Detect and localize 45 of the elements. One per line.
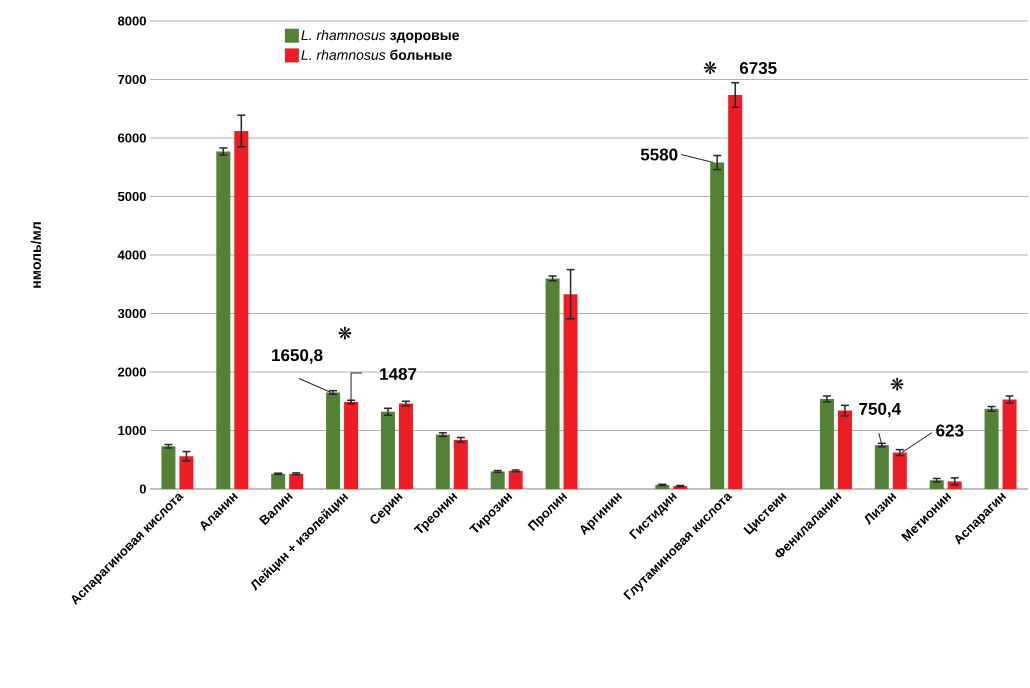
annotation: 5580 <box>640 148 678 161</box>
bar <box>819 398 834 489</box>
bar <box>984 408 999 489</box>
bar <box>161 446 176 489</box>
bar <box>874 445 889 489</box>
annotation: ❋ <box>338 326 352 340</box>
y-tick-label: 7000 <box>118 74 146 85</box>
y-tick-label: 5000 <box>117 191 146 202</box>
annotation: 6735 <box>739 61 777 75</box>
bar <box>545 278 560 489</box>
y-tick-label: 3000 <box>117 308 146 319</box>
annotation: 750,4 <box>859 402 901 418</box>
bar <box>271 473 286 489</box>
bar <box>508 470 523 489</box>
legend-label: L. rhamnosus больные <box>301 49 452 60</box>
bar <box>892 452 907 489</box>
annotation: ❋ <box>890 377 904 391</box>
y-tick-label: 0 <box>139 484 146 494</box>
bar <box>435 434 450 489</box>
bar <box>563 294 578 489</box>
annotation: 1487 <box>380 367 417 381</box>
bar <box>179 456 194 489</box>
y-tick-label: 4000 <box>117 250 146 260</box>
bar <box>216 151 231 489</box>
bar <box>453 439 468 489</box>
bar <box>289 473 304 489</box>
y-tick-label: 2000 <box>118 367 146 377</box>
annotation: ❋ <box>703 61 717 75</box>
bar <box>1002 399 1017 489</box>
annotation: 1650,8 <box>272 349 323 364</box>
bar <box>380 411 395 489</box>
annotation: 623 <box>936 424 964 437</box>
bar <box>398 403 413 489</box>
bar <box>326 392 341 489</box>
bar <box>344 402 359 489</box>
bar <box>490 471 505 489</box>
y-tick-label: 8000 <box>117 16 146 26</box>
bar <box>837 410 852 489</box>
y-tick-label: 1000 <box>118 425 146 436</box>
y-axis-title: нмоль/мл <box>30 222 42 288</box>
bar <box>234 130 249 489</box>
bar <box>710 162 725 489</box>
y-tick-label: 6000 <box>118 133 146 143</box>
legend-label: L. rhamnosus здоровые <box>301 29 459 43</box>
bar <box>728 95 743 489</box>
